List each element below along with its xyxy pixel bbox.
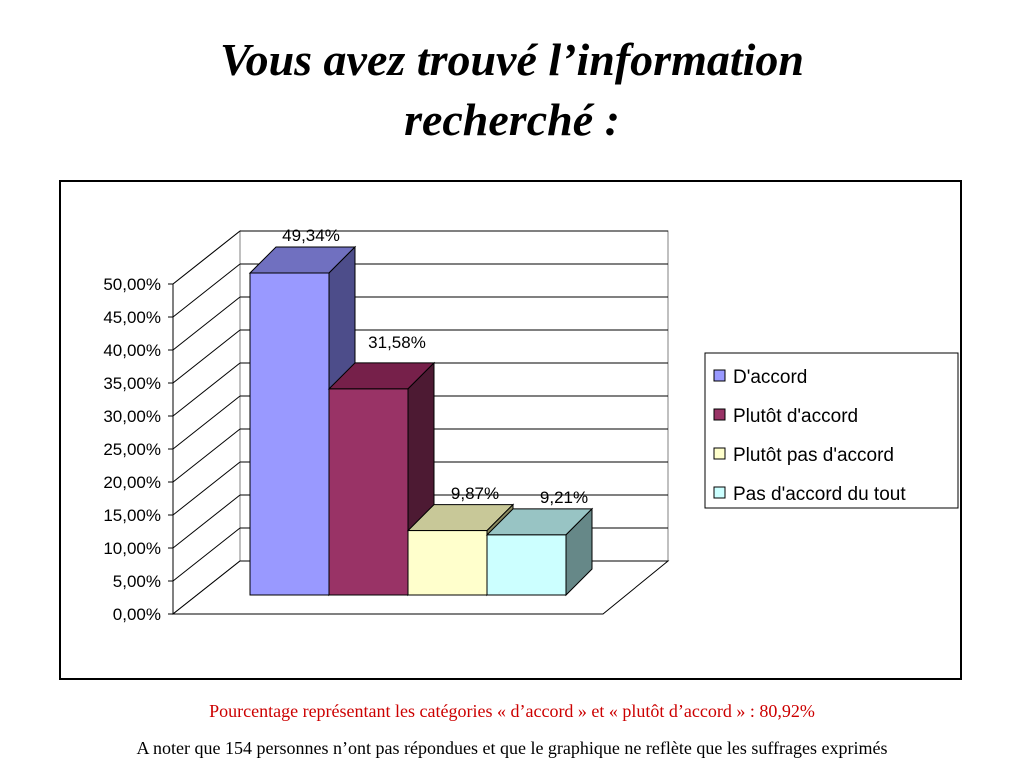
gridline-side (172, 527, 241, 582)
y-tick-label: 5,00% (113, 572, 161, 591)
gridline-side (172, 230, 241, 285)
gridline-side (172, 461, 241, 516)
slide-title: Vous avez trouvé l’information recherché… (0, 30, 1024, 150)
y-tick-label: 10,00% (103, 539, 161, 558)
y-tick-label: 30,00% (103, 407, 161, 426)
percentage-note: Pourcentage représentant les catégories … (209, 701, 815, 721)
legend-label: D'accord (733, 367, 807, 388)
legend-label: Pas d'accord du tout (733, 484, 906, 505)
legend (704, 352, 959, 509)
y-tick-label: 15,00% (103, 506, 161, 525)
legend-swatch (713, 369, 726, 382)
title-line-1: Vous avez trouvé l’information (219, 34, 804, 85)
chart-frame: 0,00% 5,00% 10,00% 15,00% 20,00% 25,00% 30,00%… (59, 180, 962, 680)
legend-swatch (713, 408, 726, 421)
gridline-side (172, 494, 241, 549)
y-tick-label: 0,00% (113, 605, 161, 624)
legend-swatch (713, 447, 726, 460)
gridline-side (172, 329, 241, 384)
y-tick-label: 25,00% (103, 440, 161, 459)
legend-swatch (713, 486, 726, 499)
bar (407, 530, 488, 596)
data-label: 9,87% (451, 484, 499, 503)
legend-label: Plutôt pas d'accord (733, 445, 894, 466)
bar (486, 534, 567, 596)
y-tick-label: 50,00% (103, 275, 161, 294)
bar (328, 388, 409, 596)
title-line-2: recherché : (404, 94, 620, 145)
gridline-side (172, 395, 241, 450)
gridline-side (172, 428, 241, 483)
data-label: 49,34% (282, 226, 340, 245)
remark-note: A noter que 154 personnes n’ont pas répo… (136, 738, 888, 758)
gridline-side (172, 296, 241, 351)
bar-chart: 0,00% 5,00% 10,00% 15,00% 20,00% 25,00% 30,00%… (103, 226, 959, 624)
gridline-side (172, 263, 241, 318)
bar (249, 272, 330, 596)
data-label: 31,58% (368, 333, 426, 352)
gridline-side (172, 362, 241, 417)
legend-label: Plutôt d'accord (733, 406, 858, 427)
y-tick-label: 20,00% (103, 473, 161, 492)
data-label: 9,21% (540, 488, 588, 507)
y-tick-label: 35,00% (103, 374, 161, 393)
y-tick-label: 45,00% (103, 308, 161, 327)
y-tick-label: 40,00% (103, 341, 161, 360)
